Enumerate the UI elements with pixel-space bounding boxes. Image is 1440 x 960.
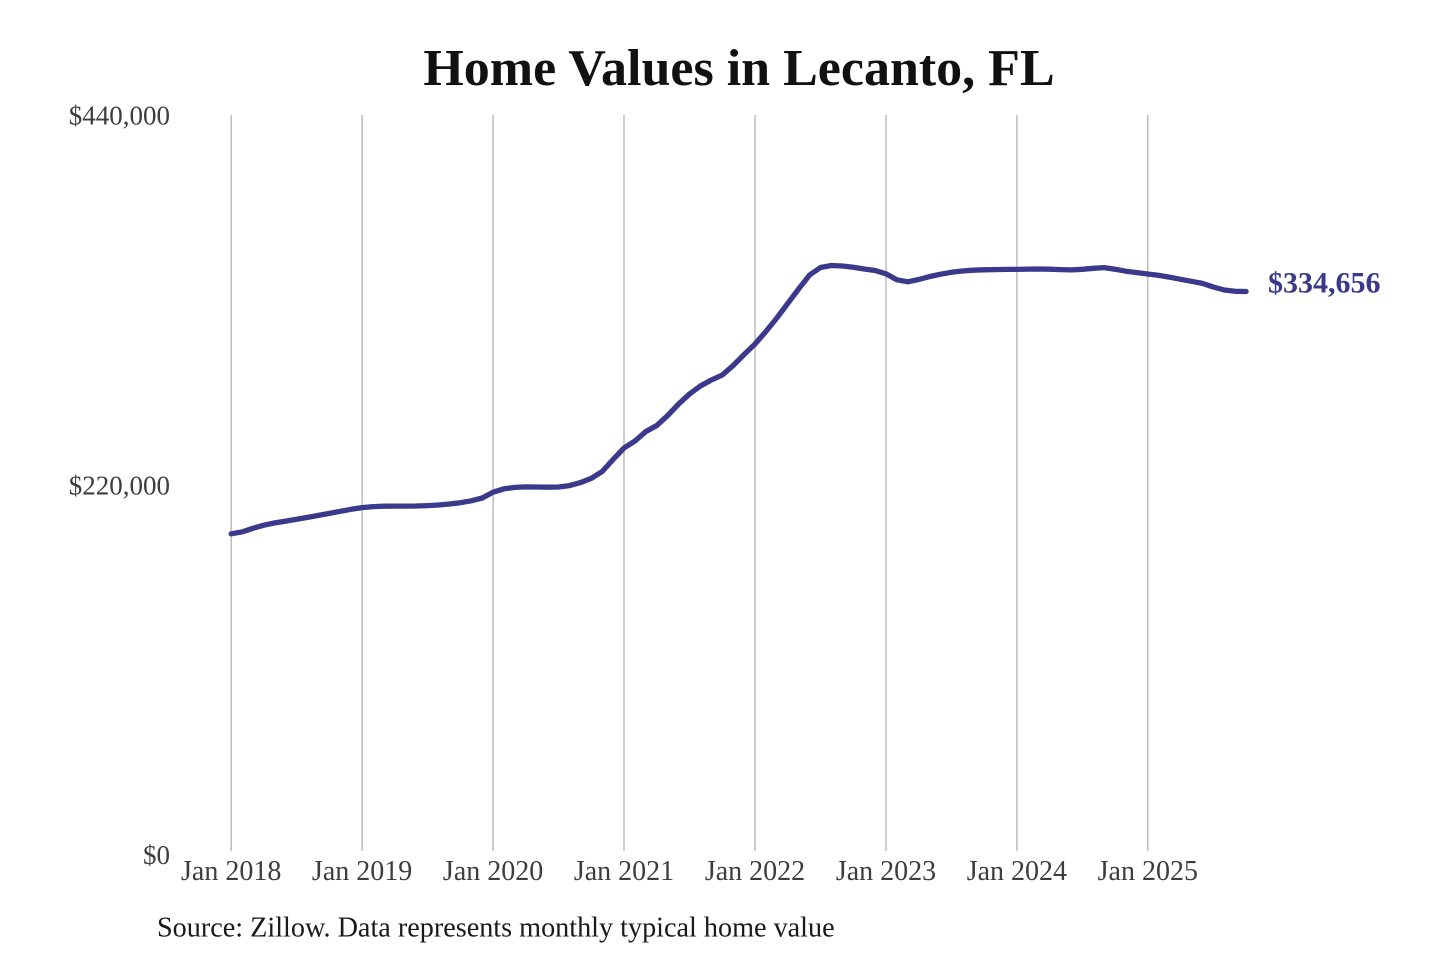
svg-text:Jan 2020: Jan 2020 xyxy=(443,856,543,887)
svg-text:Jan 2019: Jan 2019 xyxy=(312,856,412,887)
svg-text:Jan 2018: Jan 2018 xyxy=(181,856,281,887)
svg-text:$334,656: $334,656 xyxy=(1268,267,1381,300)
svg-text:Jan 2022: Jan 2022 xyxy=(705,856,805,887)
svg-text:Source: Zillow. Data represent: Source: Zillow. Data represents monthly … xyxy=(157,913,835,944)
svg-text:$440,000: $440,000 xyxy=(69,101,170,131)
svg-text:Jan 2024: Jan 2024 xyxy=(967,856,1067,887)
svg-text:Jan 2025: Jan 2025 xyxy=(1098,856,1198,887)
svg-text:Home Values in Lecanto, FL: Home Values in Lecanto, FL xyxy=(423,40,1054,97)
svg-text:Jan 2023: Jan 2023 xyxy=(836,856,936,887)
svg-text:Jan 2021: Jan 2021 xyxy=(574,856,674,887)
svg-text:$220,000: $220,000 xyxy=(69,470,170,500)
svg-text:$0: $0 xyxy=(143,840,170,870)
